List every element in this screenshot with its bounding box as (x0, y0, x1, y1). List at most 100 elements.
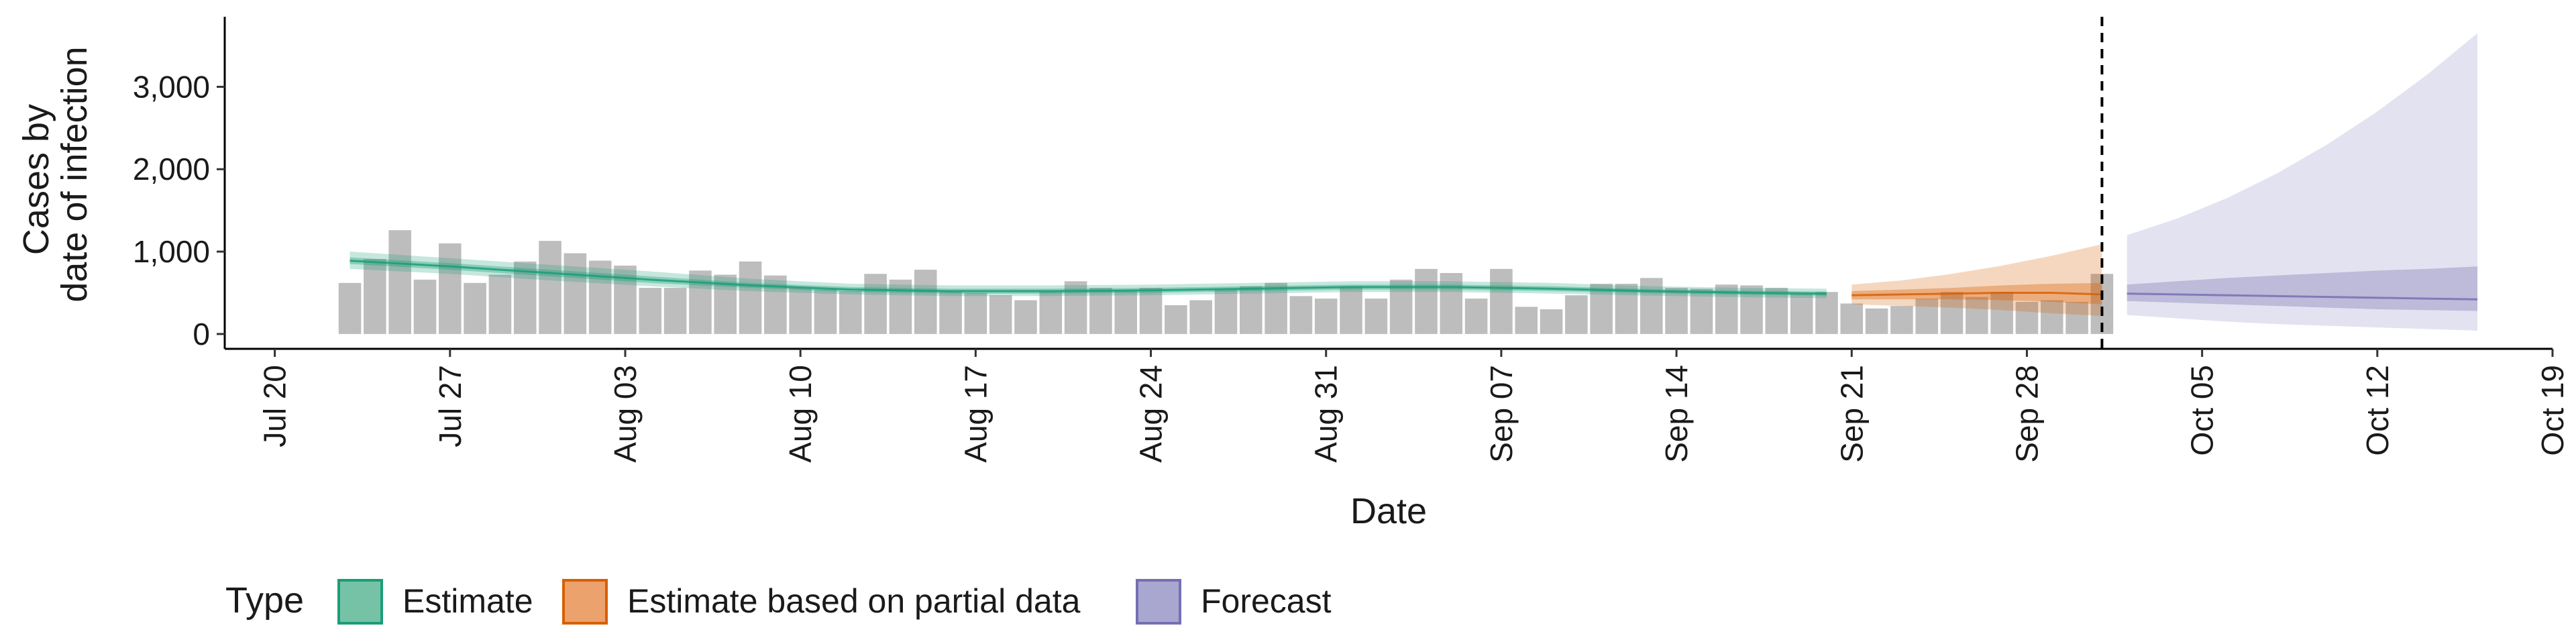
case-bar (1990, 292, 2013, 334)
case-bar (989, 295, 1012, 334)
case-bar (1565, 295, 1588, 334)
estimate-median-line (350, 260, 1827, 295)
x-tick-label: Aug 10 (783, 365, 818, 463)
case-bar (464, 282, 486, 334)
legend-label-partial: Estimate based on partial data (627, 582, 1081, 620)
case-bar (1165, 305, 1187, 334)
case-bar (1966, 297, 1988, 334)
partial-90-band (1851, 244, 2102, 316)
case-bar (739, 261, 762, 334)
y-tick-label: 0 (193, 317, 210, 352)
x-tick-label: Jul 20 (258, 365, 292, 447)
forecast-50-band (2127, 266, 2478, 311)
case-bar (1665, 288, 1688, 334)
case-bar (939, 291, 962, 334)
case-bar (1265, 282, 1287, 334)
case-bar (513, 261, 537, 334)
x-tick-label: Sep 07 (1484, 365, 1519, 463)
case-bar (539, 241, 561, 334)
case-bar (1940, 292, 1964, 334)
legend-label-estimate: Estimate (402, 582, 533, 620)
case-bar (1440, 272, 1463, 334)
x-tick-label: Aug 24 (1134, 365, 1169, 463)
case-bar (639, 288, 662, 334)
case-bar (1790, 293, 1813, 334)
x-axis-label: Date (1350, 491, 1427, 531)
x-tick-label: Sep 28 (2009, 365, 2044, 463)
case-bar (1490, 268, 1513, 334)
case-bar (1840, 303, 1864, 334)
y-tick-label: 3,000 (133, 69, 210, 104)
estimate-50-band (350, 257, 1827, 296)
x-tick-label: Sep 14 (1659, 365, 1694, 463)
case-bar (1815, 292, 1838, 334)
case-bar (1340, 286, 1362, 334)
legend-key-estimate (337, 579, 383, 625)
case-bar (338, 282, 362, 334)
case-bar (789, 288, 812, 334)
case-bar (1915, 299, 1938, 334)
partial-median-line (1851, 291, 2102, 297)
case-bar (439, 243, 462, 334)
y-axis-label-line-1: Cases by (16, 104, 56, 255)
case-bar (1464, 299, 1488, 334)
case-bar (1214, 289, 1238, 334)
legend-key-partial (562, 579, 608, 625)
case-bar (1615, 283, 1638, 334)
x-tick-label: Sep 21 (1834, 365, 1869, 463)
case-bar (1364, 299, 1388, 334)
case-bar (488, 274, 512, 334)
case-bar (964, 292, 987, 334)
case-bar (1415, 268, 1438, 334)
case-bar (564, 253, 587, 334)
x-tick-label: Oct 12 (2360, 365, 2395, 456)
case-bar (364, 259, 386, 334)
case-bar (1640, 278, 1663, 334)
x-axis-ticks: Jul 20 Jul 27 Aug 03 Aug 10 Aug 17 Aug 24 Aug … (258, 349, 2570, 463)
reported-case-bars (338, 230, 2114, 334)
case-bar (1239, 286, 1263, 334)
forecast-median-line (2127, 292, 2478, 301)
case-bar (1289, 296, 1313, 334)
case-bar (1089, 288, 1112, 334)
case-bar (1114, 290, 1138, 334)
case-bar (889, 279, 912, 334)
case-bar (914, 270, 937, 334)
case-bar (1314, 299, 1338, 334)
legend: Type Estimate Estimate based on partial … (225, 579, 1332, 625)
case-bar (1765, 288, 1788, 334)
x-tick-label: Aug 31 (1309, 365, 1344, 463)
x-tick-label: Oct 19 (2535, 365, 2570, 456)
case-bar (1890, 306, 1913, 334)
legend-label-forecast: Forecast (1201, 582, 1332, 620)
case-bar (2015, 301, 2039, 334)
case-bar (1540, 309, 1563, 334)
case-bar (2040, 300, 2063, 334)
plot-area (338, 17, 2478, 349)
case-bar (1139, 288, 1163, 334)
x-tick-label: Jul 27 (433, 365, 468, 447)
x-tick-label: Oct 05 (2185, 365, 2220, 456)
case-bar (1039, 291, 1063, 334)
y-tick-label: 2,000 (133, 152, 210, 186)
case-bar (814, 289, 837, 334)
case-bar (663, 288, 687, 334)
legend-key-forecast (1136, 579, 1181, 625)
forecast-90-band (2127, 33, 2478, 331)
case-bar (839, 291, 862, 334)
case-bar (1515, 307, 1538, 334)
estimate-bands (350, 33, 2478, 331)
case-bar (1590, 283, 1613, 334)
case-bar (588, 260, 612, 334)
y-tick-label: 1,000 (133, 234, 210, 269)
case-bar (388, 230, 411, 334)
case-bar (864, 274, 887, 334)
y-axis-label: Cases by date of infection (16, 46, 95, 302)
case-bar (413, 279, 437, 334)
case-bar (2065, 301, 2088, 334)
y-axis-label-line-2: date of infection (54, 46, 95, 302)
axes: 0 1,000 2,000 3,000 Jul 20 Jul 27 Aug 03 Aug 1… (133, 17, 2570, 463)
case-bar (1189, 300, 1212, 334)
x-tick-label: Aug 03 (608, 365, 643, 463)
